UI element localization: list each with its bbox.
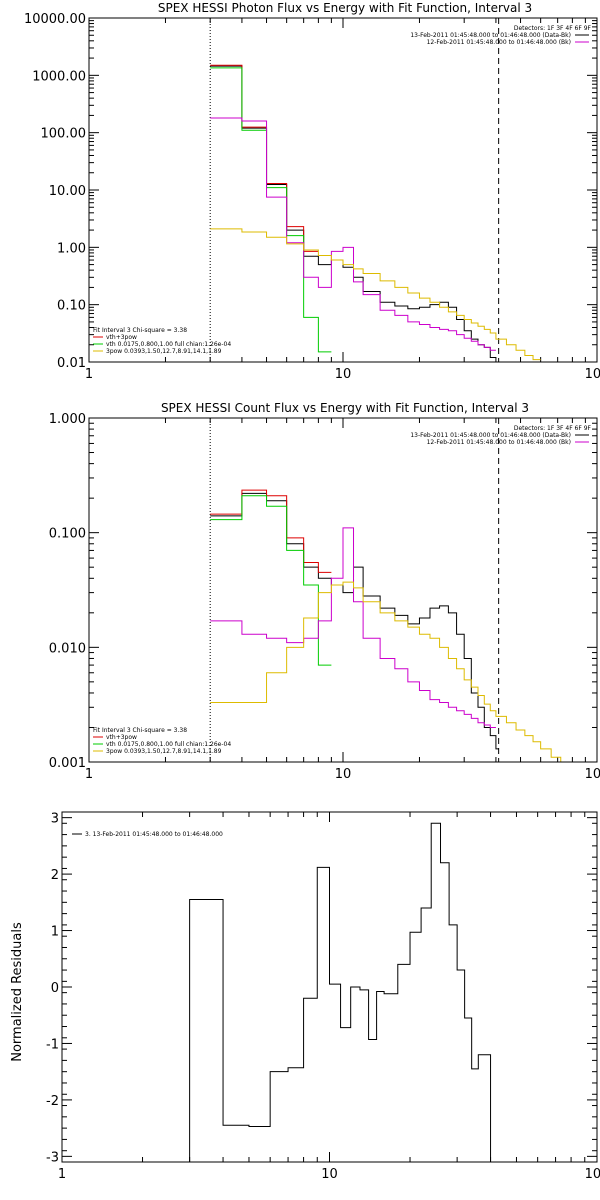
- count-flux-series-4-step-line: [210, 581, 570, 763]
- count-flux-y-tick-label: 0.100: [49, 527, 86, 542]
- count-flux-y-tick-label: 1.000: [49, 412, 86, 427]
- photon-flux-y-tick-label: 0.01: [57, 356, 86, 371]
- count-flux-x-tick-label: 1: [85, 767, 93, 782]
- residuals-legend: 3. 13-Feb-2011 01:45:48.000 to 01:46:48.…: [72, 831, 223, 838]
- photon-flux-data: [209, 18, 541, 362]
- count-flux-series-3-step-line: [210, 527, 496, 728]
- residuals-axes: 1 10 100 -3 -2 -1 0 1 2 3: [46, 812, 600, 1182]
- photon-flux-y-tick-label: 0.10: [57, 299, 86, 314]
- residuals-y-tick-label: -3: [46, 1150, 59, 1165]
- count-flux-legend-bottom-left-entry-text: vth+3pow: [106, 734, 137, 741]
- count-flux-x-tick-label: 10: [335, 767, 352, 782]
- residuals-series-0-step-line: [189, 822, 492, 1162]
- count-flux-series-1-step-line: [210, 489, 332, 573]
- photon-flux-plot-frame: [88, 17, 598, 363]
- residuals-ylabel: Normalized Residuals: [10, 922, 25, 1062]
- residuals-x-tick-label: 10: [321, 1167, 338, 1182]
- count-flux-series-0-step-line: [210, 492, 499, 750]
- photon-flux-series-4-step-line: [210, 228, 541, 361]
- residuals-y-tick-label: -2: [46, 1094, 59, 1109]
- photon-flux-y-tick-label: 1000.00: [32, 69, 86, 84]
- count-flux-y-tick-label: 0.001: [49, 756, 86, 771]
- count-flux-plot-frame: [88, 417, 598, 763]
- count-flux-panel: SPEX HESSI Count Flux vs Energy with Fit…: [49, 401, 600, 782]
- photon-flux-legend-bottom-left-entry-text: vth 0.0175,0.800,1.00 full chian:1.26e-0…: [106, 341, 231, 348]
- photon-flux-series-0-step-line: [210, 65, 496, 358]
- photon-flux-x-tick-label: 10: [335, 367, 352, 382]
- residuals-y-tick-label: 2: [51, 868, 59, 883]
- residuals-panel: Normalized Residuals 1 10 100 -3 -2 -1 0 1 2 3 3.…: [10, 811, 600, 1182]
- count-flux-legend-top-right-entry-text: 13-Feb-2011 01:45:48.000 to 01:46:48.000…: [410, 432, 571, 439]
- photon-flux-x-tick-label: 100: [585, 367, 600, 382]
- residuals-plot-frame: [61, 811, 598, 1163]
- photon-flux-y-tick-label: 100.00: [41, 127, 87, 142]
- residuals-legend-top-left-entry-text: 3. 13-Feb-2011 01:45:48.000 to 01:46:48.…: [85, 831, 223, 838]
- photon-flux-legend-top-right-entry-text: 13-Feb-2011 01:45:48.000 to 01:46:48.000…: [410, 32, 571, 39]
- count-flux-legend-bottom-left-entry-text: 3pow 0.0393,1.50,12.7,8.91,14.1,1.89: [106, 748, 222, 755]
- photon-flux-axes: 1 10 100 0.01 0.10 1.00 10.00 100.00 1000.00 1000…: [24, 12, 600, 382]
- photon-flux-series-2-step-line: [210, 67, 332, 353]
- count-flux-data: [209, 418, 570, 763]
- residuals-x-tick-label: 1: [58, 1167, 66, 1182]
- residuals-y-tick-label: 1: [51, 925, 59, 940]
- photon-flux-legend-top-right-entry-text: Detectors: 1F 3F 4F 6F 9F: [514, 25, 592, 32]
- count-flux-legend-top-right-entry-text: 12-Feb-2011 01:45:48.000 to 01:46:48.000…: [427, 439, 571, 446]
- photon-flux-title: SPEX HESSI Photon Flux vs Energy with Fi…: [158, 1, 532, 15]
- count-flux-x-tick-label: 100: [585, 767, 600, 782]
- count-flux-y-tick-label: 0.010: [49, 641, 86, 656]
- residuals-x-tick-label: 100: [585, 1167, 600, 1182]
- residuals-data: [189, 822, 492, 1162]
- photon-flux-series-1-step-line: [210, 64, 319, 252]
- count-flux-title: SPEX HESSI Count Flux vs Energy with Fit…: [161, 401, 529, 415]
- photon-flux-y-tick-label: 10000.00: [24, 12, 86, 27]
- photon-flux-series-3-step-line: [210, 117, 496, 351]
- photon-flux-legend-bottom-left-entry-text: Fit Interval 3 Chi-square = 3.38: [93, 327, 187, 334]
- count-flux-legend-top-right-entry-text: Detectors: 1F 3F 4F 6F 9F: [514, 425, 592, 432]
- photon-flux-y-tick-label: 1.00: [57, 241, 86, 256]
- residuals-y-tick-label: -1: [46, 1037, 59, 1052]
- count-flux-legend-bottom-left-entry-text: Fit Interval 3 Chi-square = 3.38: [93, 727, 187, 734]
- photon-flux-legend-top-right-entry-text: 12-Feb-2011 01:45:48.000 to 01:46:48.000…: [427, 39, 571, 46]
- photon-flux-x-tick-label: 1: [85, 367, 93, 382]
- photon-flux-panel: SPEX HESSI Photon Flux vs Energy with Fi…: [24, 1, 600, 382]
- count-flux-legend-bottom-left-entry-text: vth 0.0175,0.800,1.00 full chian:1.26e-0…: [106, 741, 231, 748]
- photon-flux-legend-bottom-left-entry-text: vth+3pow: [106, 334, 137, 341]
- photon-flux-y-tick-label: 10.00: [49, 184, 86, 199]
- residuals-y-tick-label: 0: [51, 981, 59, 996]
- count-flux-series-2-step-line: [210, 495, 332, 666]
- photon-flux-legend-bottom-left-entry-text: 3pow 0.0393,1.50,12.7,8.91,14.1,1.89: [106, 348, 222, 355]
- residuals-y-tick-label: 3: [51, 812, 59, 827]
